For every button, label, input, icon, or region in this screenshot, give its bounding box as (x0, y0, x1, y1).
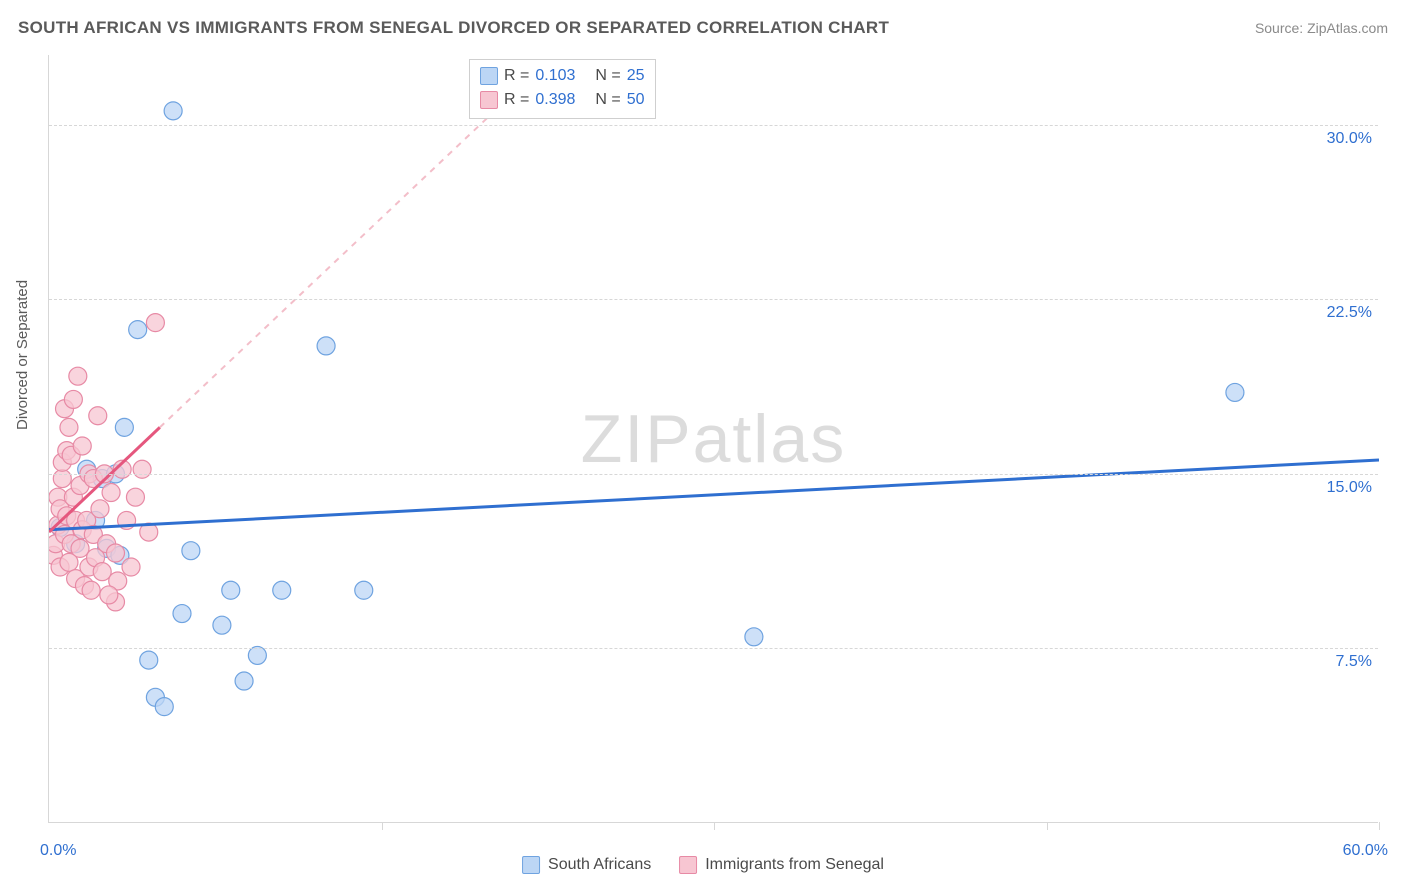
x-axis-start-label: 0.0% (40, 842, 76, 860)
data-point (1226, 383, 1244, 401)
n-value: 50 (627, 88, 645, 112)
y-tick-label: 30.0% (1327, 130, 1372, 148)
gridline (49, 125, 1378, 126)
data-point (89, 407, 107, 425)
r-value: 0.103 (535, 64, 575, 88)
data-point (140, 651, 158, 669)
x-axis-end-label: 60.0% (1343, 842, 1388, 860)
r-label: R = (504, 64, 529, 88)
r-value: 0.398 (535, 88, 575, 112)
y-axis-label: Divorced or Separated (14, 280, 31, 430)
data-point (155, 698, 173, 716)
legend-swatch (480, 67, 498, 85)
x-tick (1047, 822, 1048, 830)
data-point (355, 581, 373, 599)
data-point (73, 437, 91, 455)
data-point (115, 418, 133, 436)
series-legend: South Africans Immigrants from Senegal (522, 856, 884, 874)
n-label: N = (595, 64, 620, 88)
gridline (49, 648, 1378, 649)
data-point (745, 628, 763, 646)
data-point (93, 563, 111, 581)
correlation-legend: R =0.103 N = 25 R =0.398 N = 50 (469, 59, 656, 119)
data-point (122, 558, 140, 576)
data-point (317, 337, 335, 355)
data-point (64, 390, 82, 408)
data-point (182, 542, 200, 560)
data-point (82, 581, 100, 599)
y-tick-label: 15.0% (1327, 479, 1372, 497)
data-point (173, 605, 191, 623)
correlation-legend-row: R =0.103 N = 25 (480, 64, 645, 88)
r-label: R = (504, 88, 529, 112)
data-point (107, 544, 125, 562)
data-point (102, 484, 120, 502)
legend-label: Immigrants from Senegal (705, 856, 884, 874)
correlation-legend-row: R =0.398 N = 50 (480, 88, 645, 112)
data-point (213, 616, 231, 634)
n-label: N = (595, 88, 620, 112)
regression-line (49, 460, 1379, 530)
data-point (100, 586, 118, 604)
chart-title: SOUTH AFRICAN VS IMMIGRANTS FROM SENEGAL… (18, 18, 889, 38)
data-point (53, 470, 71, 488)
data-point (146, 314, 164, 332)
scatter-svg (49, 55, 1379, 823)
legend-label: South Africans (548, 856, 651, 874)
data-point (273, 581, 291, 599)
source-label: Source: ZipAtlas.com (1255, 20, 1388, 36)
data-point (69, 367, 87, 385)
data-point (235, 672, 253, 690)
data-point (164, 102, 182, 120)
x-tick (382, 822, 383, 830)
y-tick-label: 7.5% (1336, 653, 1372, 671)
y-tick-label: 22.5% (1327, 304, 1372, 322)
legend-swatch (480, 91, 498, 109)
data-point (71, 539, 89, 557)
legend-swatch (522, 856, 540, 874)
x-tick (714, 822, 715, 830)
data-point (129, 321, 147, 339)
gridline (49, 474, 1378, 475)
data-point (133, 460, 151, 478)
gridline (49, 299, 1378, 300)
legend-swatch (679, 856, 697, 874)
legend-item: South Africans (522, 856, 651, 874)
legend-item: Immigrants from Senegal (679, 856, 884, 874)
data-point (126, 488, 144, 506)
data-point (91, 500, 109, 518)
plot-area: ZIPatlas R =0.103N =25R =0.398N =50 7.5%… (48, 55, 1378, 823)
x-tick (1379, 822, 1380, 830)
n-value: 25 (627, 64, 645, 88)
data-point (60, 418, 78, 436)
data-point (222, 581, 240, 599)
